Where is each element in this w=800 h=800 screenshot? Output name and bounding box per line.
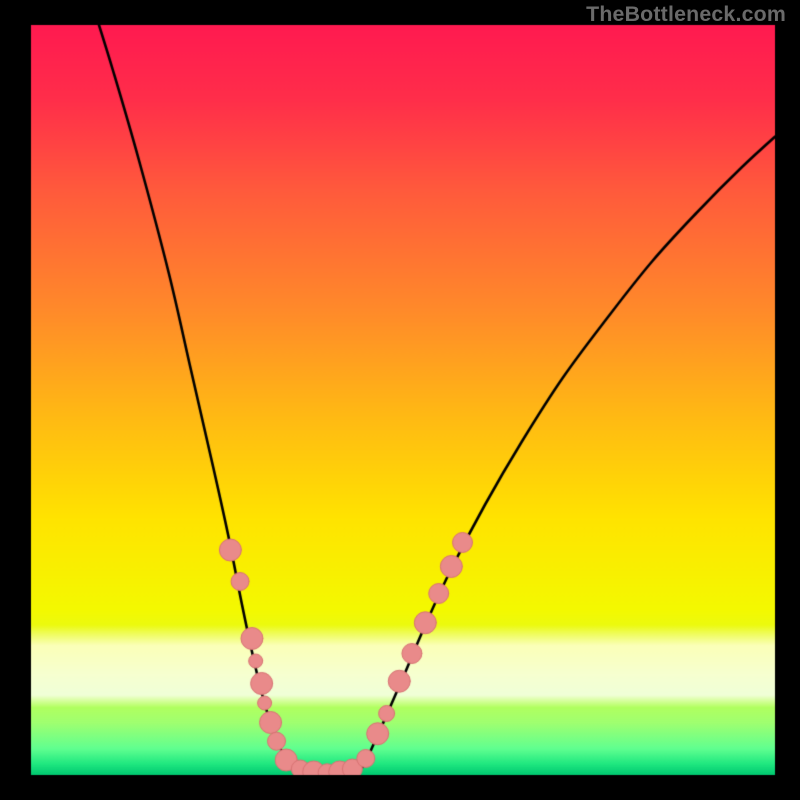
- stage: TheBottleneck.com: [0, 0, 800, 800]
- bottleneck-plot-canvas: [0, 0, 800, 800]
- watermark-text: TheBottleneck.com: [586, 2, 786, 27]
